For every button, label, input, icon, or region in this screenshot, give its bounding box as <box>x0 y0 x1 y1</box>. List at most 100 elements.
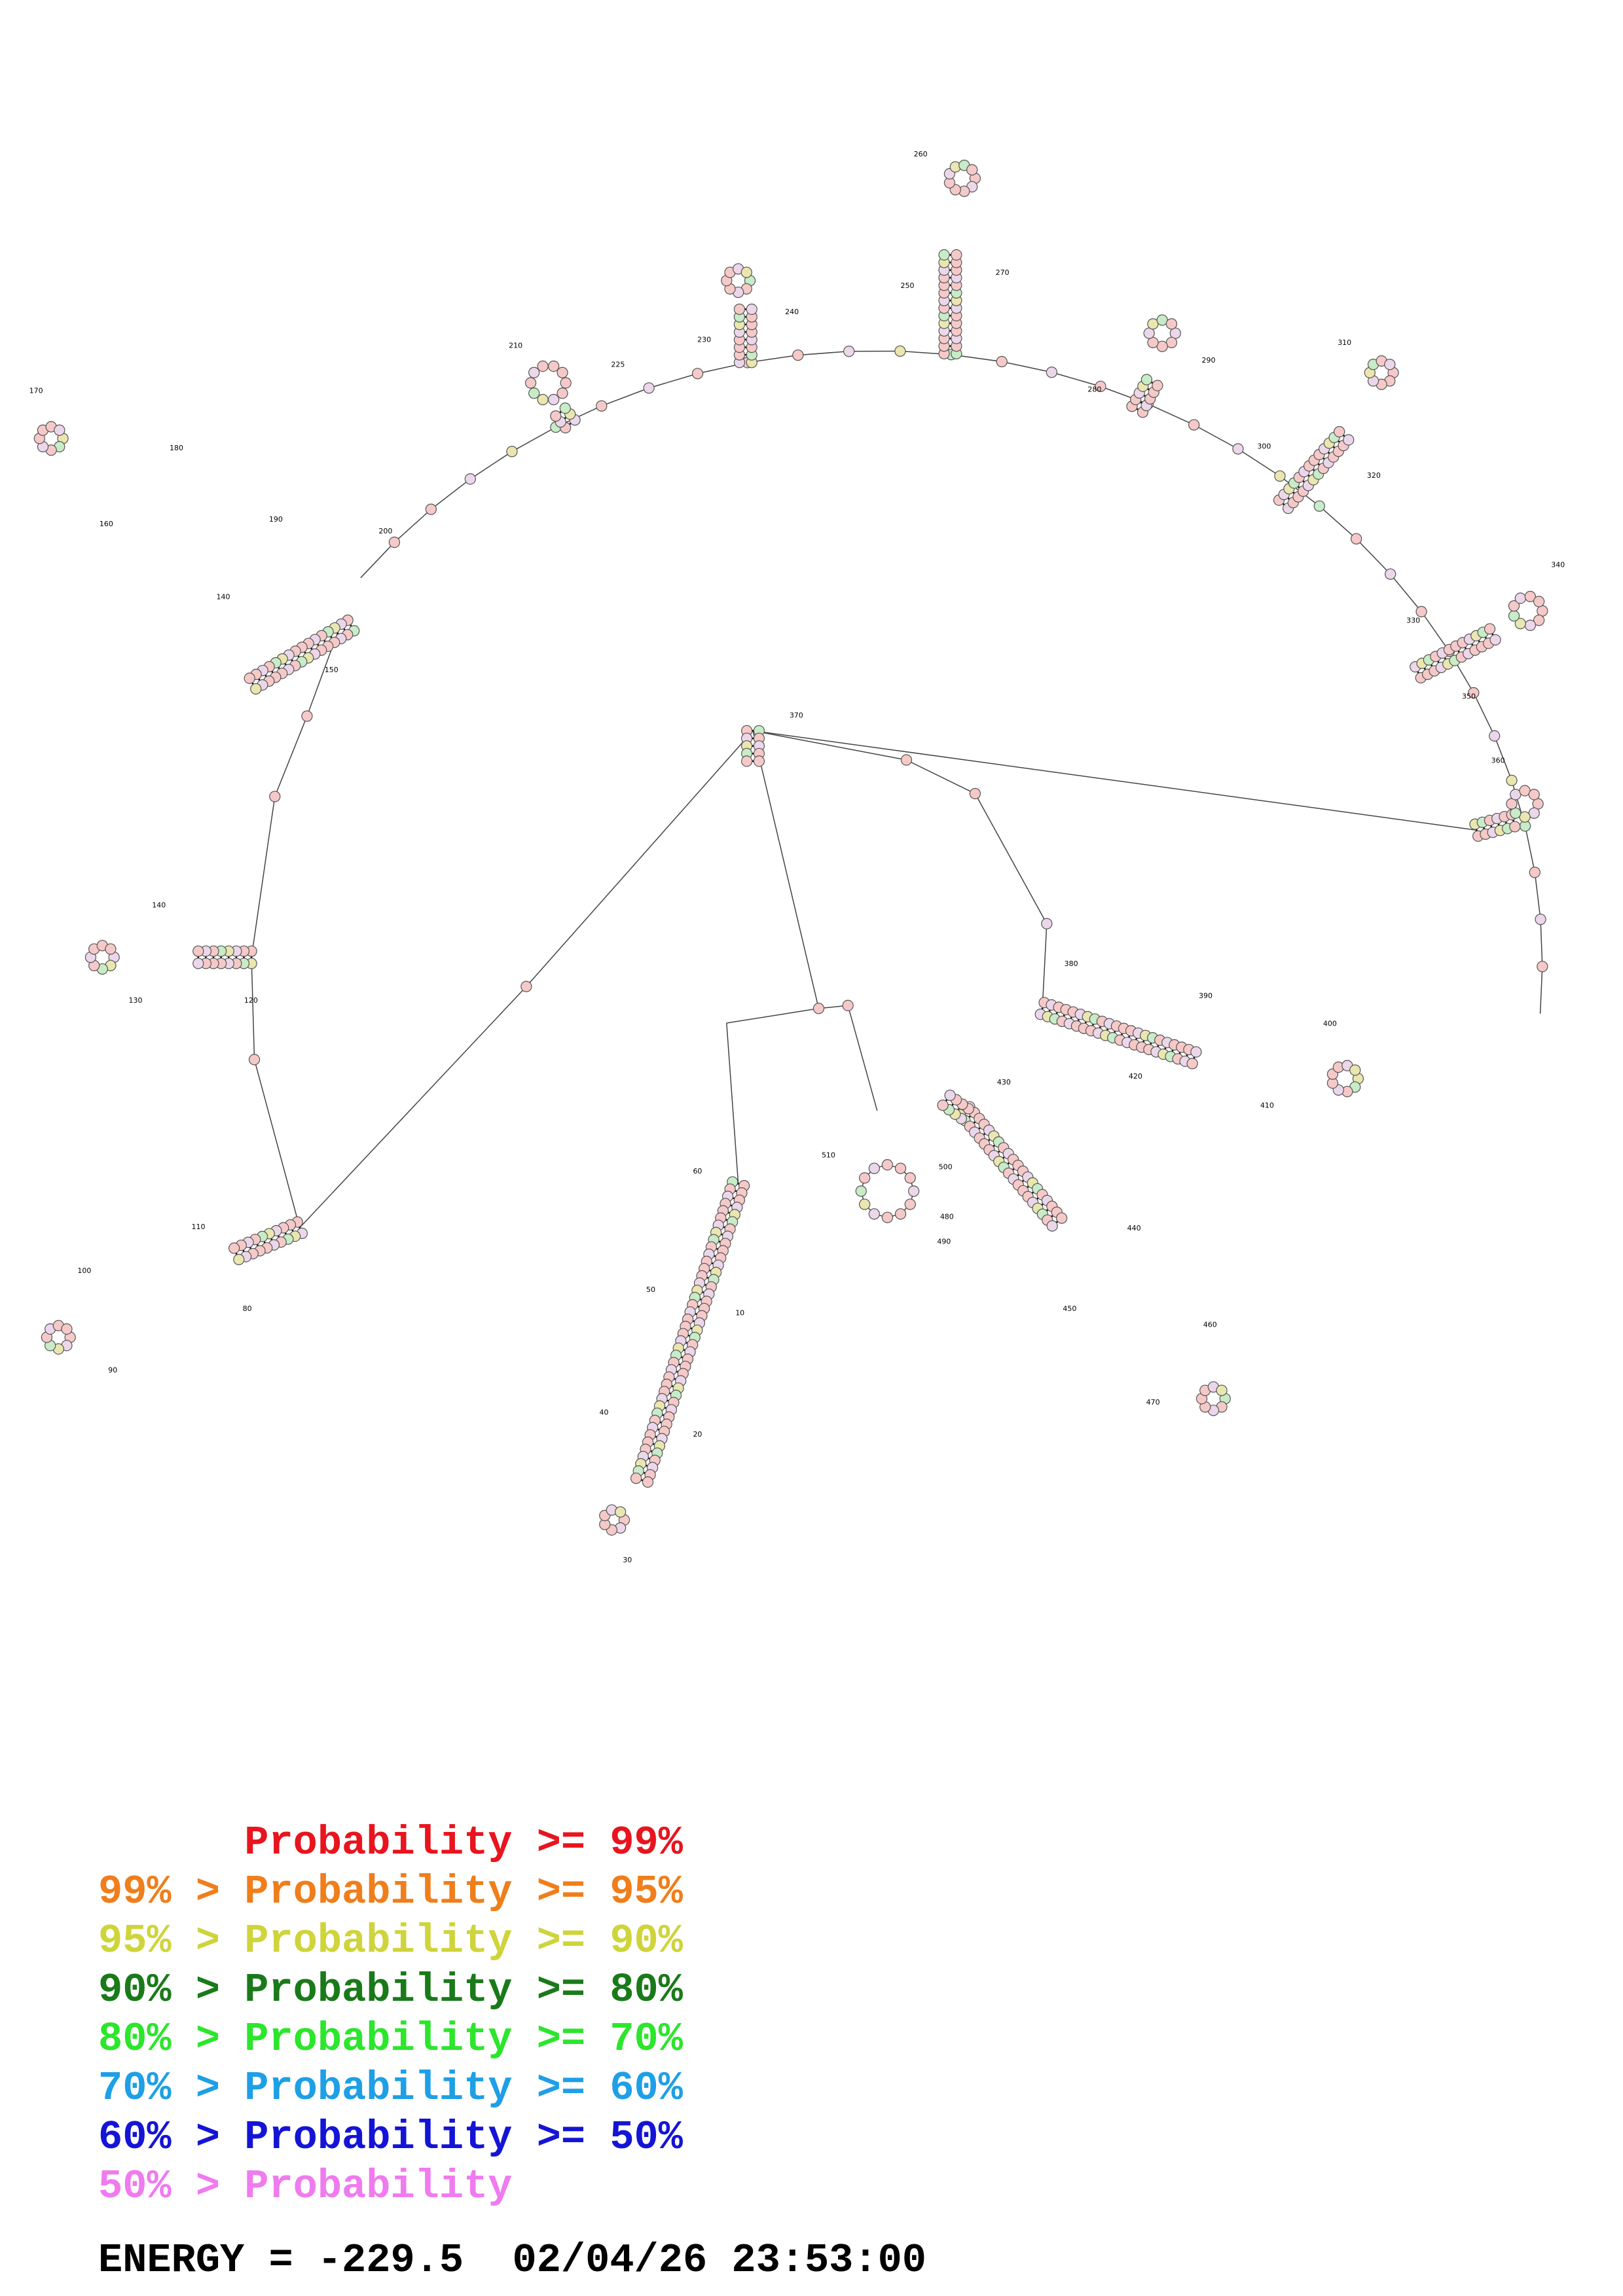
nucleotide-node <box>858 1172 871 1184</box>
legend-entry: 50% > Probability <box>98 2163 513 2210</box>
position-label: 60 <box>693 1167 702 1175</box>
backbone-segment <box>726 1008 819 1024</box>
nucleotide-node <box>1313 500 1325 512</box>
nucleotide-node <box>54 424 65 436</box>
nucleotide-node <box>244 672 255 684</box>
nucleotide-node <box>1535 913 1546 925</box>
legend-entry: 99% > Probability >= 95% <box>98 1869 683 1915</box>
nucleotide-node <box>996 355 1008 368</box>
position-label: 480 <box>940 1212 954 1221</box>
nucleotide-node <box>691 368 704 380</box>
position-label: 320 <box>1367 471 1381 480</box>
backbone-segment <box>526 730 754 987</box>
position-label: 240 <box>785 308 799 316</box>
position-label: 190 <box>269 515 283 524</box>
nucleotide-node <box>1524 590 1537 603</box>
nucleotide-node <box>301 710 313 722</box>
nucleotide-node <box>894 345 906 357</box>
position-label: 460 <box>1203 1321 1217 1329</box>
nucleotide-node <box>192 945 204 957</box>
position-label: 30 <box>623 1556 632 1564</box>
nucleotide-node <box>753 755 765 767</box>
backbone-segment <box>1051 372 1101 387</box>
position-label: 250 <box>901 281 915 290</box>
nucleotide-node <box>233 1253 245 1266</box>
nucleotide-node <box>881 1211 894 1223</box>
position-label: 80 <box>243 1304 252 1313</box>
nucleotide-node <box>1508 610 1520 622</box>
nucleotide-node <box>1524 619 1537 632</box>
nucleotide-node <box>1529 867 1541 878</box>
backbone-lines <box>39 164 1543 1531</box>
position-label: 20 <box>693 1430 702 1439</box>
backbone-segment <box>1540 919 1543 967</box>
backbone-segment <box>847 1005 878 1111</box>
backbone-segment <box>251 957 255 1060</box>
legend-entry: 90% > Probability >= 80% <box>98 1967 683 2013</box>
nucleotide-node <box>855 1185 867 1197</box>
legend-entry: 95% > Probability >= 90% <box>98 1918 683 1964</box>
backbone-segment <box>601 387 649 406</box>
nucleotide-node <box>1334 426 1345 438</box>
nucleotide-node <box>740 266 752 278</box>
backbone-segment <box>430 478 471 510</box>
nucleotide-node <box>1165 318 1178 330</box>
position-label: 470 <box>1146 1398 1160 1407</box>
position-label: 280 <box>1087 385 1101 393</box>
nucleotide-node <box>966 164 978 176</box>
nucleotide-node <box>1216 1384 1228 1396</box>
nucleotide-node <box>596 400 608 412</box>
backbone-segment <box>469 451 513 480</box>
nucleotide-node <box>250 683 262 695</box>
nucleotide-node <box>643 382 655 394</box>
nucleotide-node <box>1274 470 1286 482</box>
position-label: 90 <box>108 1366 117 1374</box>
position-label: 310 <box>1338 338 1351 347</box>
nucleotide-node <box>1528 789 1540 800</box>
nucleotide-node <box>740 755 753 767</box>
backbone-segment <box>1534 872 1541 920</box>
nucleotide-node <box>894 1162 907 1174</box>
position-label: 490 <box>937 1237 951 1246</box>
nucleotide-node <box>1533 596 1545 607</box>
nucleotide-node <box>464 473 476 485</box>
nucleotide-node <box>1190 1046 1202 1058</box>
nucleotide-node <box>907 1185 920 1197</box>
position-label: 390 <box>1199 992 1213 1000</box>
legend-entry: Probability >= 99% <box>98 1820 683 1866</box>
position-label: 140 <box>216 593 230 601</box>
nucleotide-node <box>1186 1058 1198 1069</box>
legend-entry: 80% > Probability >= 70% <box>98 2016 683 2062</box>
nucleotide-node <box>937 1100 949 1111</box>
nucleotide-node <box>1537 961 1548 973</box>
backbone-segment <box>1148 403 1194 425</box>
backbone-segment <box>752 730 907 761</box>
backbone-segment <box>1356 538 1391 575</box>
nucleotide-node <box>1055 1212 1068 1224</box>
position-label: 10 <box>735 1309 744 1318</box>
backbone-segment <box>1539 966 1543 1014</box>
probability-legend: Probability >= 99% 99% > Probability >= 9… <box>98 1818 683 2211</box>
rna-secondary-structure-diagram: 10 20 30 40 50 60 80 90 100 110 120 130 140 140 150 160… <box>29 150 1565 1564</box>
nucleotide-node <box>1514 618 1526 630</box>
nucleotide-node <box>868 1162 880 1174</box>
nucleotide-node <box>900 754 913 766</box>
nucleotide-node <box>192 958 204 969</box>
backbone-segment <box>393 509 431 543</box>
nucleotide-node <box>969 787 981 800</box>
nucleotide-node <box>528 367 540 378</box>
nucleotide-node <box>548 393 560 406</box>
nucleotide-node <box>792 349 804 361</box>
nucleotide-node <box>642 1476 654 1488</box>
backbone-segment <box>274 715 308 797</box>
nucleotide-node <box>425 503 437 515</box>
position-label: 110 <box>192 1223 206 1231</box>
base-pair-lines <box>197 254 1516 1482</box>
nucleotide-node <box>248 1054 261 1066</box>
nucleotide-node <box>1508 600 1520 612</box>
nucleotide-node <box>1489 634 1501 646</box>
nucleotide-node <box>1152 380 1163 391</box>
nucleotide-node <box>1041 918 1053 929</box>
nucleotide-node <box>1415 605 1427 618</box>
position-label: 500 <box>939 1162 953 1171</box>
